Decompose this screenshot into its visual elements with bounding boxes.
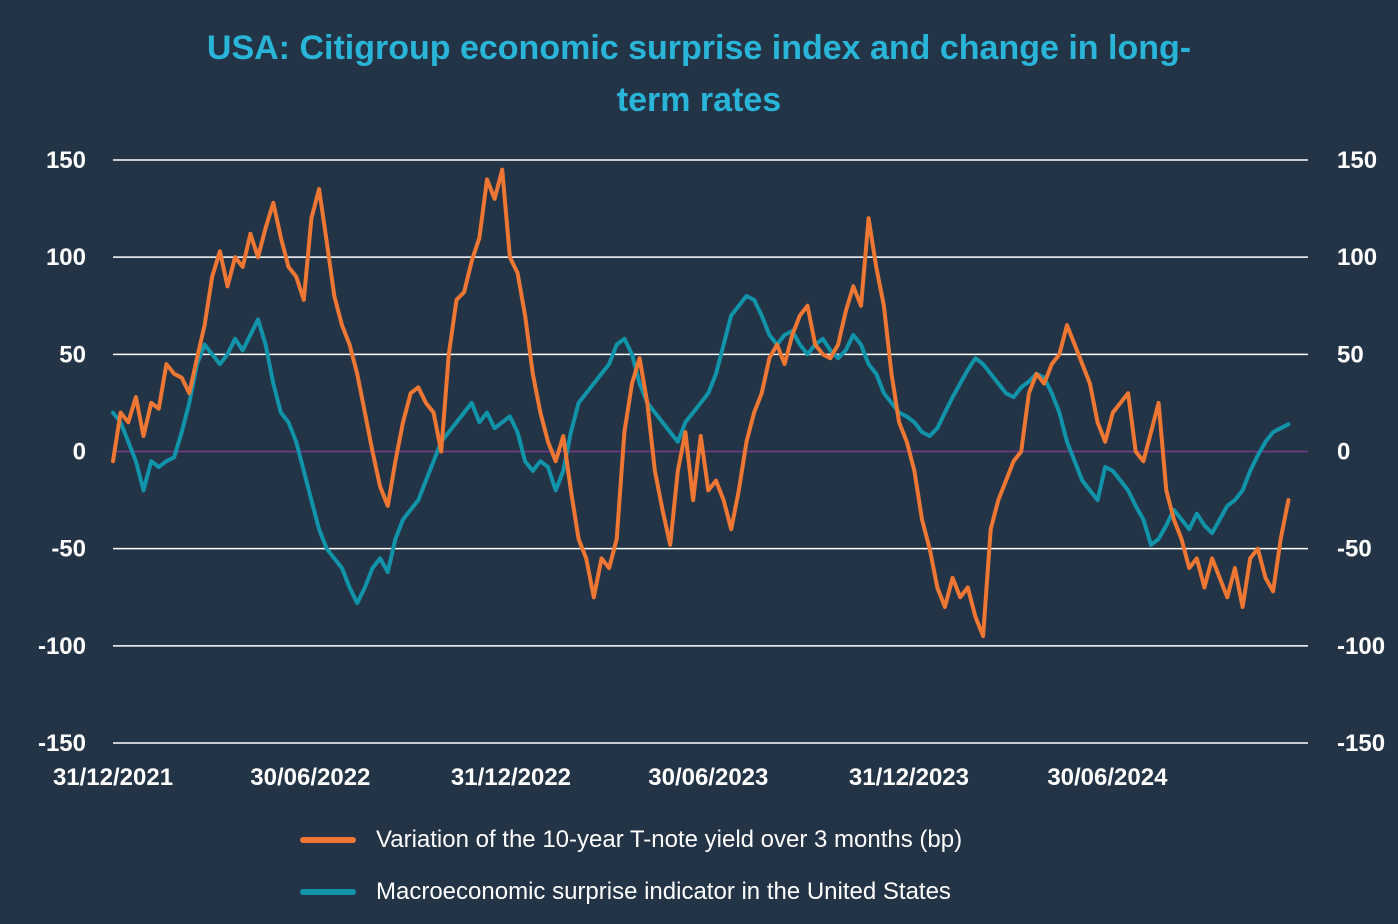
legend-label-yield: Variation of the 10-year T-note yield ov… bbox=[376, 826, 963, 853]
y-tick-label-right: 0 bbox=[1337, 439, 1350, 466]
y-tick-label-left: -150 bbox=[38, 730, 86, 757]
x-tick-label: 30/06/2023 bbox=[648, 764, 768, 791]
chart-title-line-2: term rates bbox=[616, 81, 782, 119]
y-tick-label-right: 150 bbox=[1337, 147, 1377, 174]
series-line-yield bbox=[111, 167, 1291, 639]
x-tick-label: 30/06/2024 bbox=[1047, 764, 1168, 791]
y-tick-label-right: -100 bbox=[1337, 633, 1385, 660]
y-tick-label-right: 50 bbox=[1337, 341, 1364, 368]
y-tick-label-left: -100 bbox=[38, 633, 86, 660]
y-tick-label-left: -50 bbox=[51, 536, 86, 563]
x-tick-label: 31/12/2021 bbox=[53, 764, 173, 791]
legend-item-surprise: Macroeconomic surprise indicator in the … bbox=[300, 866, 962, 918]
y-tick-label-right: -150 bbox=[1337, 730, 1385, 757]
y-tick-label-right: -50 bbox=[1337, 536, 1372, 563]
y-tick-label-left: 50 bbox=[59, 341, 86, 368]
legend-item-yield: Variation of the 10-year T-note yield ov… bbox=[300, 814, 962, 866]
chart-title: USA: Citigroup economic surprise index a… bbox=[0, 22, 1398, 126]
y-tick-label-right: 100 bbox=[1337, 244, 1377, 271]
legend-swatch-yield bbox=[300, 837, 356, 843]
legend-swatch-surprise bbox=[300, 889, 356, 895]
y-tick-label-left: 0 bbox=[73, 439, 86, 466]
y-tick-label-left: 100 bbox=[46, 244, 86, 271]
series-line-surprise bbox=[111, 294, 1291, 606]
chart-title-line-1: USA: Citigroup economic surprise index a… bbox=[206, 29, 1192, 67]
chart-legend: Variation of the 10-year T-note yield ov… bbox=[300, 814, 962, 918]
x-tick-label: 30/06/2022 bbox=[250, 764, 370, 791]
y-tick-label-left: 150 bbox=[46, 147, 86, 174]
legend-label-surprise: Macroeconomic surprise indicator in the … bbox=[376, 878, 951, 905]
x-tick-label: 31/12/2022 bbox=[451, 764, 571, 791]
x-tick-label: 31/12/2023 bbox=[849, 764, 969, 791]
